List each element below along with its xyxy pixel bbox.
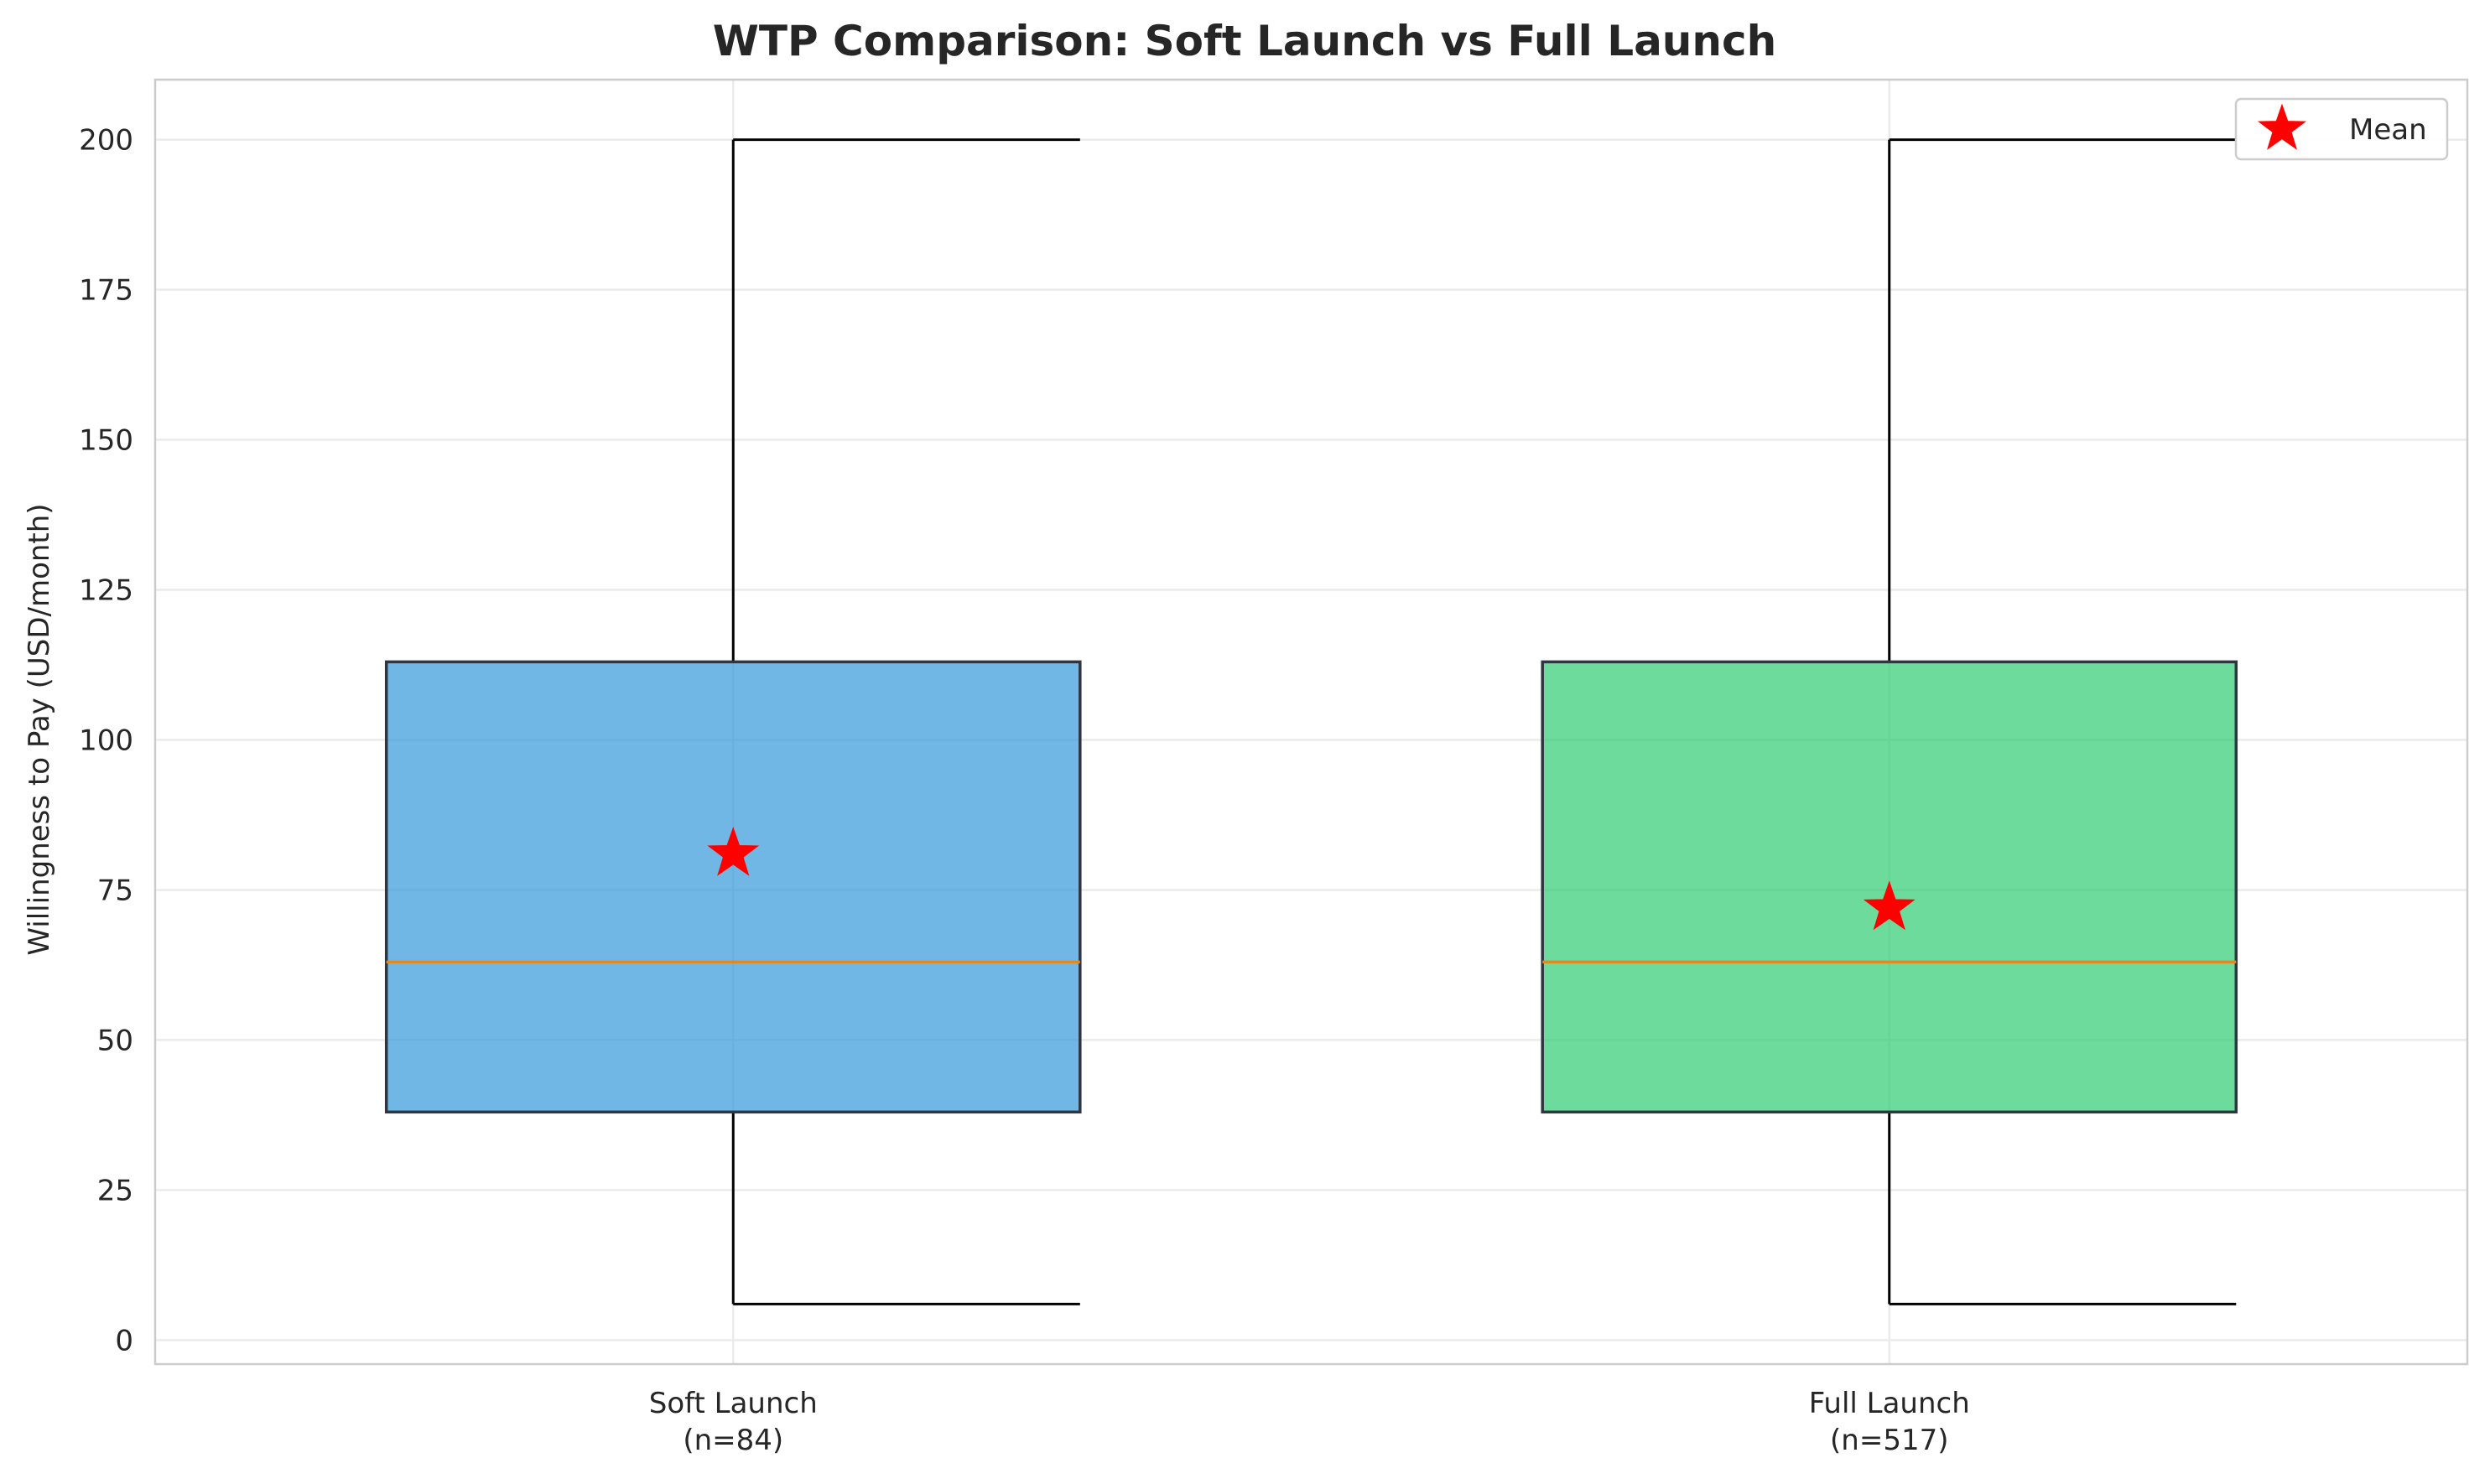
mean-marker bbox=[1863, 880, 1916, 931]
legend-star-icon bbox=[2257, 103, 2307, 150]
y-tick-label: 75 bbox=[97, 874, 133, 907]
legend-label: Mean bbox=[2349, 113, 2427, 147]
y-tick-label: 0 bbox=[115, 1324, 133, 1357]
y-axis-label: Willingness to Pay (USD/month) bbox=[23, 503, 56, 955]
x-tick-label: Soft Launch bbox=[649, 1387, 818, 1420]
x-tick-sublabel: (n=517) bbox=[1830, 1424, 1948, 1457]
y-tick-label: 100 bbox=[79, 724, 133, 757]
box-group bbox=[384, 138, 1082, 1305]
box-group bbox=[1541, 138, 2238, 1305]
x-tick-sublabel: (n=84) bbox=[683, 1424, 783, 1457]
y-tick-label: 150 bbox=[79, 424, 133, 458]
plot-frame bbox=[153, 78, 2469, 1366]
plot-area bbox=[384, 138, 2238, 1305]
legend-box bbox=[2234, 97, 2449, 161]
y-tick-label: 175 bbox=[79, 274, 133, 308]
box-iqr bbox=[384, 660, 1082, 1114]
axis-ticks: 0 25 50 75 100 125 150 175 200 Soft Launch (n=84) F… bbox=[79, 124, 1970, 1457]
x-tick-label: Full Launch bbox=[1809, 1387, 1970, 1420]
y-tick-label: 50 bbox=[97, 1024, 133, 1057]
y-tick-label: 25 bbox=[97, 1174, 133, 1207]
legend: Mean bbox=[2234, 97, 2449, 161]
y-tick-label: 125 bbox=[79, 574, 133, 608]
y-tick-label: 200 bbox=[79, 124, 133, 158]
mean-marker bbox=[707, 826, 760, 876]
chart-title: WTP Comparison: Soft Launch vs Full Laun… bbox=[713, 17, 1776, 65]
